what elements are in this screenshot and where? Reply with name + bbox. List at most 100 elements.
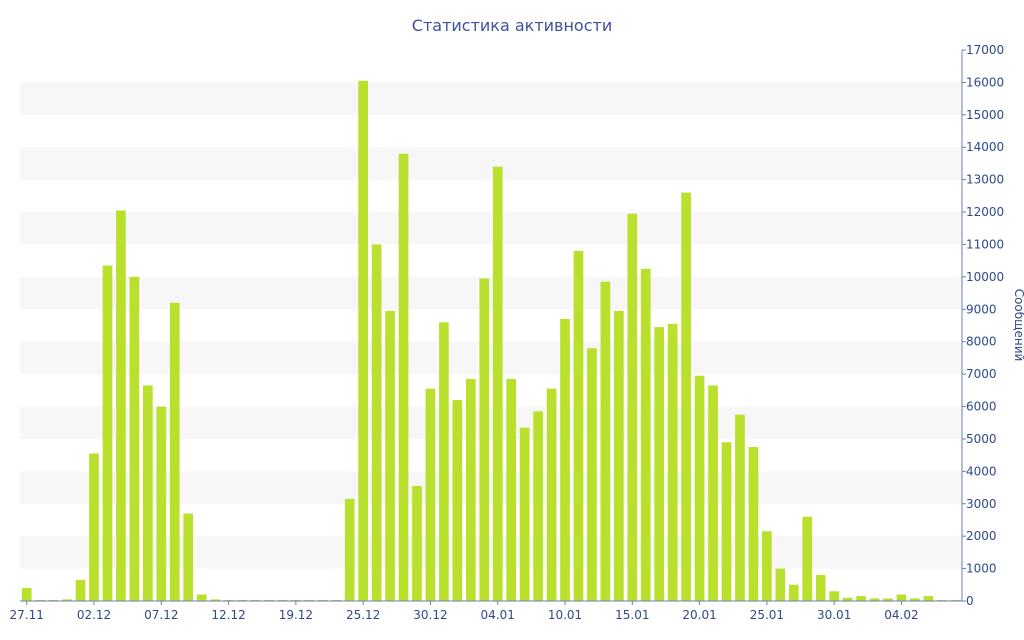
y-tick-label: 5000	[966, 432, 997, 446]
y-tick-label: 6000	[966, 400, 997, 414]
bar	[802, 516, 813, 601]
y-tick-label: 4000	[966, 464, 997, 478]
bar	[465, 378, 476, 601]
bar	[546, 388, 557, 601]
grid-bands	[20, 82, 962, 569]
bar	[923, 596, 934, 601]
x-tick-label: 02.12	[77, 608, 111, 622]
bar	[614, 310, 624, 601]
y-tick-label: 0	[966, 594, 974, 608]
bar	[89, 453, 99, 601]
y-tick-label: 7000	[966, 367, 997, 381]
y-tick-label: 14000	[966, 140, 1004, 154]
x-tick-label: 27.11	[10, 608, 44, 622]
bar	[398, 153, 409, 601]
bar	[721, 442, 732, 601]
bar	[667, 323, 678, 601]
y-tick-label: 3000	[966, 497, 997, 511]
bar	[143, 385, 153, 601]
bar	[425, 388, 436, 601]
bar	[102, 265, 113, 601]
bar	[775, 568, 786, 601]
bar	[439, 322, 449, 601]
x-tick-label: 19.12	[279, 608, 313, 622]
y-ticks-group: 0 1000 2000 3000 4000 5000 6000 7000 8000 9000 100…	[962, 43, 1004, 608]
bar	[75, 579, 86, 601]
bar	[452, 400, 463, 601]
y-tick-label: 12000	[966, 205, 1004, 219]
bar	[156, 406, 167, 601]
bar	[492, 166, 503, 601]
bar	[910, 598, 920, 601]
bar	[479, 278, 490, 601]
grid-band	[20, 147, 962, 180]
bar	[21, 588, 32, 601]
bar	[62, 599, 72, 601]
bar	[842, 597, 853, 601]
bar	[344, 498, 355, 601]
y-tick-label: 9000	[966, 302, 997, 316]
x-tick-label: 25.12	[346, 608, 380, 622]
bar	[587, 348, 597, 601]
bar	[573, 250, 584, 601]
bar	[815, 575, 826, 601]
bar	[560, 319, 570, 601]
grid-band	[20, 276, 962, 310]
bar	[735, 414, 745, 601]
bar	[694, 375, 705, 601]
bars-group	[21, 80, 961, 602]
bar	[600, 281, 611, 601]
x-tick-label: 30.01	[817, 608, 851, 622]
x-ticks-group: 27.11 02.12 07.12 12.12 19.12 25.12 30.12 04.01…	[10, 601, 919, 622]
x-tick-label: 10.01	[548, 608, 582, 622]
y-tick-label: 17000	[966, 43, 1004, 57]
x-tick-label: 04.01	[481, 608, 515, 622]
bar	[829, 591, 839, 601]
x-tick-label: 04.02	[884, 608, 918, 622]
bar	[533, 411, 543, 601]
bar	[896, 594, 907, 601]
y-tick-label: 8000	[966, 335, 997, 349]
bar	[169, 302, 180, 601]
y-tick-label: 15000	[966, 108, 1004, 122]
x-tick-label: 25.01	[750, 608, 784, 622]
bar	[856, 596, 866, 601]
y-tick-label: 2000	[966, 529, 997, 543]
x-tick-label: 30.12	[413, 608, 447, 622]
x-tick-label: 07.12	[144, 608, 178, 622]
bar	[748, 447, 759, 601]
bar	[412, 485, 422, 601]
bar	[371, 244, 382, 601]
y-axis-label: Сообщений	[1012, 289, 1024, 362]
grid-band	[20, 212, 962, 245]
bar	[210, 599, 220, 601]
bar	[681, 192, 691, 602]
bar	[640, 268, 651, 601]
x-tick-label: 12.12	[211, 608, 245, 622]
y-tick-label: 1000	[966, 562, 997, 576]
x-tick-label: 20.01	[682, 608, 716, 622]
bar	[129, 276, 140, 601]
bar	[788, 584, 799, 601]
grid-band	[20, 341, 962, 375]
bar	[762, 531, 772, 601]
bar	[869, 598, 880, 601]
bar	[385, 310, 395, 601]
bar	[358, 80, 368, 602]
y-tick-label: 16000	[966, 75, 1004, 89]
x-tick-label: 15.01	[615, 608, 649, 622]
chart-title: Статистика активности	[412, 16, 612, 35]
bar	[654, 327, 665, 601]
y-tick-label: 13000	[966, 173, 1004, 187]
bar	[519, 427, 530, 601]
y-tick-label: 10000	[966, 270, 1004, 284]
bar	[116, 210, 126, 601]
bar	[196, 594, 207, 601]
bar	[708, 385, 718, 601]
grid-band	[20, 82, 962, 115]
bar	[506, 378, 517, 601]
bar	[183, 513, 194, 601]
bar	[627, 213, 638, 601]
y-tick-label: 11000	[966, 237, 1004, 251]
